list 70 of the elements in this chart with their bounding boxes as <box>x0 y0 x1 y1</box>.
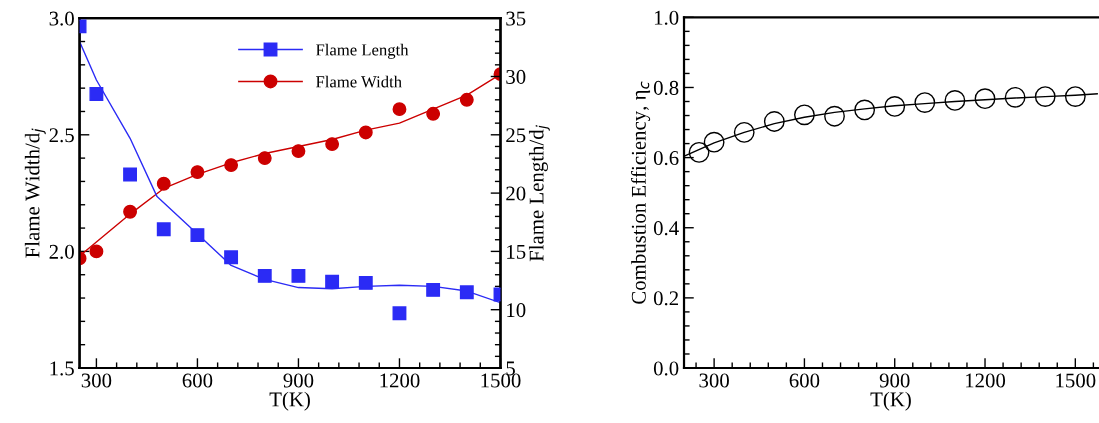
point <box>459 92 474 107</box>
x-axis-title: T(K) <box>269 391 310 411</box>
y2-axis-title: Flame Length/d$_{j}$ <box>528 125 550 262</box>
x-tick-label: 1200 <box>966 373 1006 388</box>
legend-label: Flame Width <box>316 75 402 88</box>
y2-tick-label: 10 <box>507 303 526 318</box>
y-tick-label: 2.5 <box>49 128 74 143</box>
point <box>688 141 710 163</box>
y-tick-label: 2.0 <box>49 244 74 259</box>
point <box>914 92 936 113</box>
point <box>89 87 104 101</box>
point <box>1004 86 1026 108</box>
y-tick-label: 0.0 <box>653 361 679 376</box>
y-tick-label: 0.8 <box>653 80 679 95</box>
x-tick-label: 600 <box>789 373 820 388</box>
point <box>974 88 996 110</box>
point <box>257 268 272 283</box>
y-tick-label: 0.6 <box>653 150 679 166</box>
point <box>426 282 441 297</box>
point <box>703 131 725 153</box>
x-tick-label: 600 <box>182 373 213 388</box>
y-tick-label: 0.4 <box>653 221 679 236</box>
point <box>392 306 407 321</box>
point <box>944 90 966 111</box>
y2-tick-label: 25 <box>506 128 526 143</box>
point <box>224 250 239 265</box>
point <box>426 106 441 121</box>
y-tick-label: 3.0 <box>49 11 74 26</box>
point <box>1064 86 1086 108</box>
point <box>257 151 272 166</box>
y-tick-label: 0.2 <box>653 291 679 306</box>
point <box>794 104 815 126</box>
y2-tick-label: 30 <box>506 69 526 84</box>
x-tick-label: 300 <box>81 373 112 388</box>
point <box>733 121 755 143</box>
point <box>156 222 171 237</box>
x-tick-label: 900 <box>283 373 314 388</box>
point <box>1034 86 1056 108</box>
point <box>123 204 138 219</box>
y2-tick-label: 20 <box>506 186 526 201</box>
point <box>854 99 876 121</box>
point <box>392 102 407 117</box>
point <box>459 285 474 300</box>
point <box>291 268 306 283</box>
x-tick-label: 1200 <box>380 373 420 388</box>
point <box>358 275 373 290</box>
y2-tick-label: 35 <box>506 11 526 26</box>
point <box>824 105 845 127</box>
point <box>763 111 785 132</box>
x-tick-label: 900 <box>879 373 910 388</box>
point <box>190 165 205 180</box>
point <box>123 167 138 182</box>
y-tick-label: 1.5 <box>50 361 74 376</box>
point <box>325 137 340 152</box>
x-tick-label: 1500 <box>1056 373 1096 388</box>
y-tick-label: 1.0 <box>654 10 679 25</box>
point <box>358 125 373 140</box>
point <box>291 144 306 159</box>
point <box>156 176 171 191</box>
y2-tick-label: 15 <box>507 244 526 259</box>
point <box>884 95 906 117</box>
point <box>325 274 340 289</box>
point <box>89 244 104 259</box>
point <box>190 228 205 243</box>
y-axis-title: Combustion Efficiency, η$_{c}$ <box>630 81 651 304</box>
y-axis-title: Flame Width/d$_{j}$ <box>24 128 46 258</box>
legend-label: Flame Length <box>316 43 409 59</box>
x-axis-title: T(K) <box>870 391 911 411</box>
point <box>224 158 239 173</box>
x-tick-label: 300 <box>699 373 729 388</box>
